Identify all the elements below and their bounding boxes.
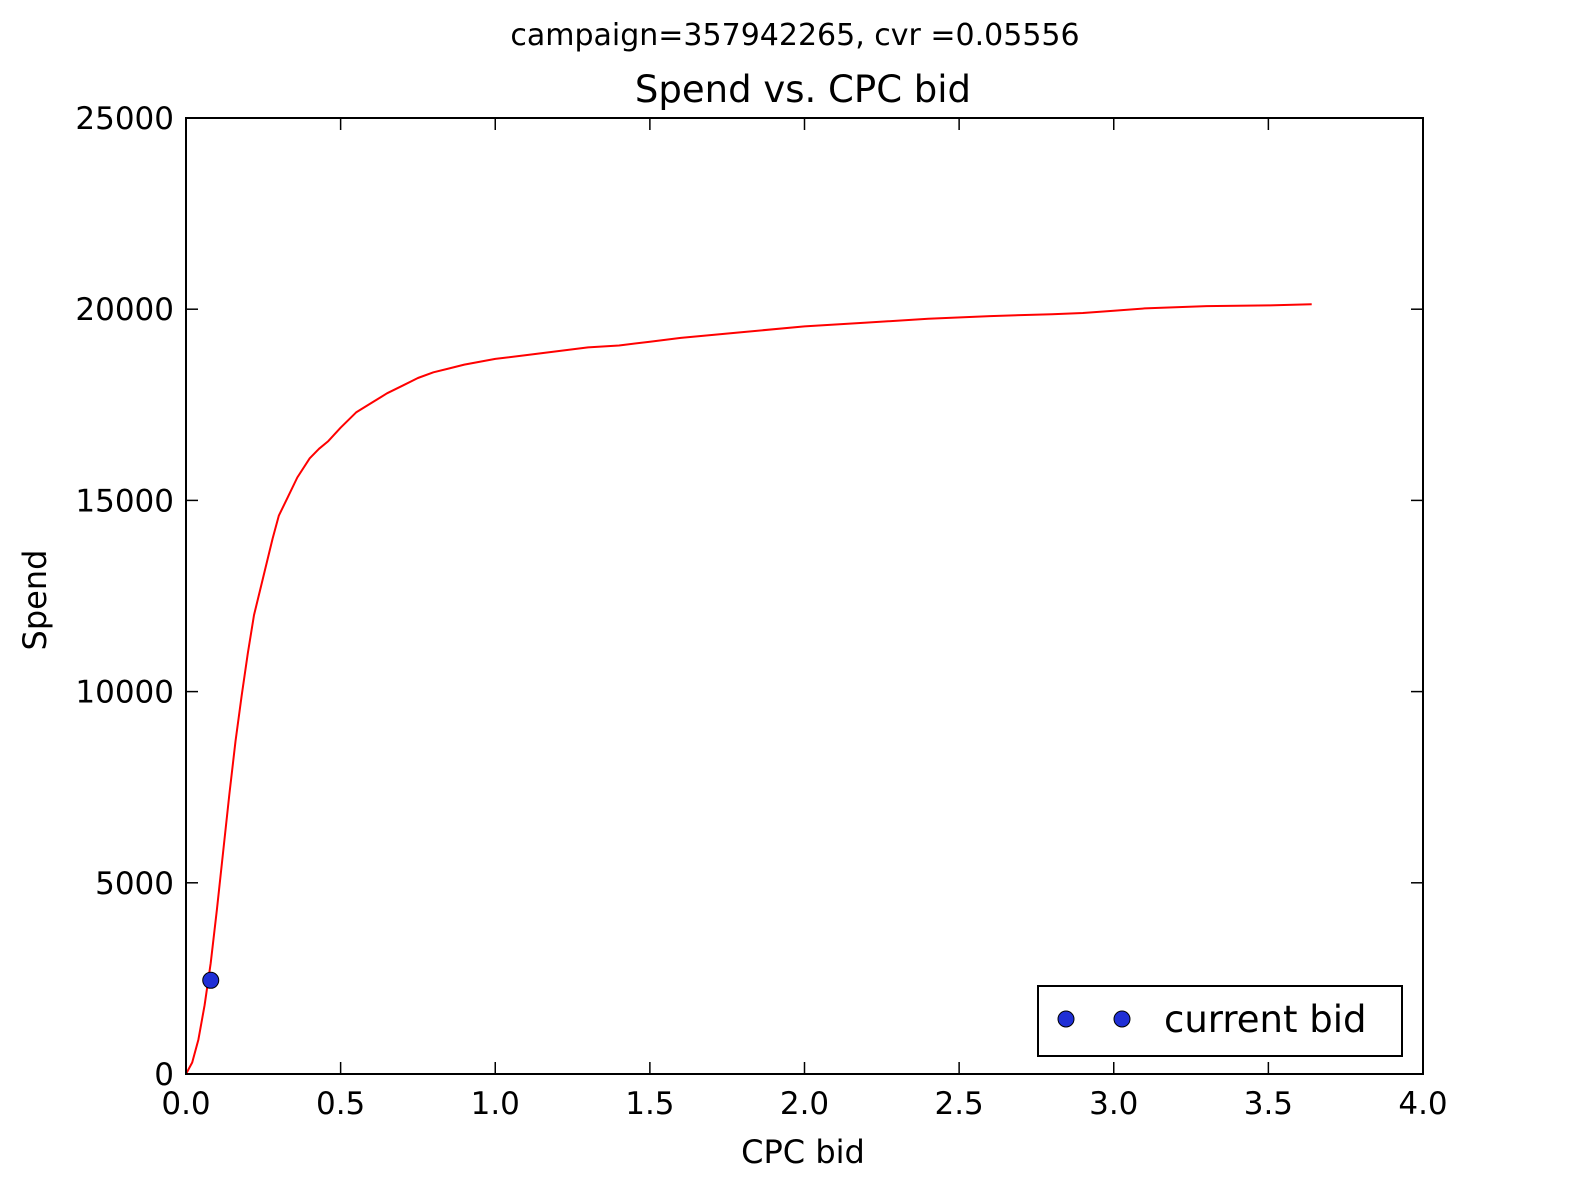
chart-title: Spend vs. CPC bid (635, 68, 971, 111)
x-tick-label: 1.0 (471, 1086, 520, 1122)
y-axis-ticks: 0 5000 10000 15000 20000 25000 (75, 101, 1423, 1093)
plot-frame (185, 117, 1424, 1075)
x-tick-label: 1.5 (625, 1086, 674, 1122)
legend: current bid (1037, 985, 1403, 1057)
series-layer (186, 303, 1312, 1074)
current-bid-point (202, 971, 220, 989)
x-axis-label: CPC bid (741, 1133, 865, 1171)
x-tick-label: 0.5 (316, 1086, 365, 1122)
y-tick-label: 10000 (75, 675, 174, 711)
legend-label-current-bid: current bid (1164, 998, 1367, 1041)
legend-frame (1037, 985, 1403, 1057)
y-tick-label: 20000 (75, 292, 174, 328)
x-tick-label: 3.5 (1244, 1086, 1293, 1122)
y-tick-label: 0 (154, 1057, 174, 1093)
x-tick-label: 4.0 (1398, 1086, 1447, 1122)
legend-marker-left (1057, 1010, 1075, 1028)
x-tick-label: 0.0 (161, 1086, 210, 1122)
x-axis-ticks: 0.0 0.5 1.0 1.5 2.0 2.5 3.0 3.5 4.0 (161, 118, 1448, 1122)
chart-suptitle: campaign=357942265, cvr =0.05556 (510, 18, 1079, 53)
y-tick-label: 25000 (75, 101, 174, 137)
y-tick-label: 15000 (75, 483, 174, 519)
y-axis-label: Spend (16, 550, 54, 651)
x-tick-label: 2.5 (934, 1086, 983, 1122)
x-tick-label: 3.0 (1089, 1086, 1138, 1122)
x-tick-label: 2.0 (780, 1086, 829, 1122)
spend-curve-line (186, 303, 1312, 1074)
legend-marker-right (1113, 1010, 1131, 1028)
y-tick-label: 5000 (95, 866, 174, 902)
